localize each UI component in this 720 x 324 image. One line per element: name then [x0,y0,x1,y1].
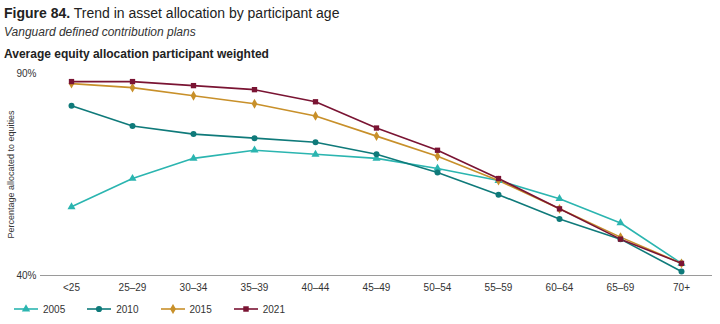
svg-text:65–69: 65–69 [607,282,635,293]
svg-text:25–29: 25–29 [119,282,147,293]
html-text:Vanguard defined contribution: Vanguard defined contribution plans [4,25,196,39]
svg-text:30–34: 30–34 [180,282,208,293]
svg-text:Percentage allocated to equiti: Percentage allocated to equities [6,110,16,239]
svg-text:60–64: 60–64 [546,282,574,293]
html-text:Average equity allocation part: Average equity allocation participant we… [4,47,269,61]
svg-text:40–44: 40–44 [302,282,330,293]
svg-text:40%: 40% [16,270,36,281]
html-text:Figure 84. Trend in asset allo: Figure 84. Trend in asset allocation by … [4,5,340,21]
html-text:2021: 2021 [262,303,285,315]
svg-text:<25: <25 [63,282,80,293]
svg-text:35–39: 35–39 [241,282,269,293]
svg-text:55–59: 55–59 [485,282,513,293]
html-text:2015: 2015 [189,303,212,315]
html-text:2010: 2010 [116,303,139,315]
svg-text:90%: 90% [16,68,36,79]
svg-text:70+: 70+ [673,282,690,293]
svg-text:50–54: 50–54 [424,282,452,293]
svg-text:45–49: 45–49 [363,282,391,293]
html-text:2005: 2005 [43,303,66,315]
